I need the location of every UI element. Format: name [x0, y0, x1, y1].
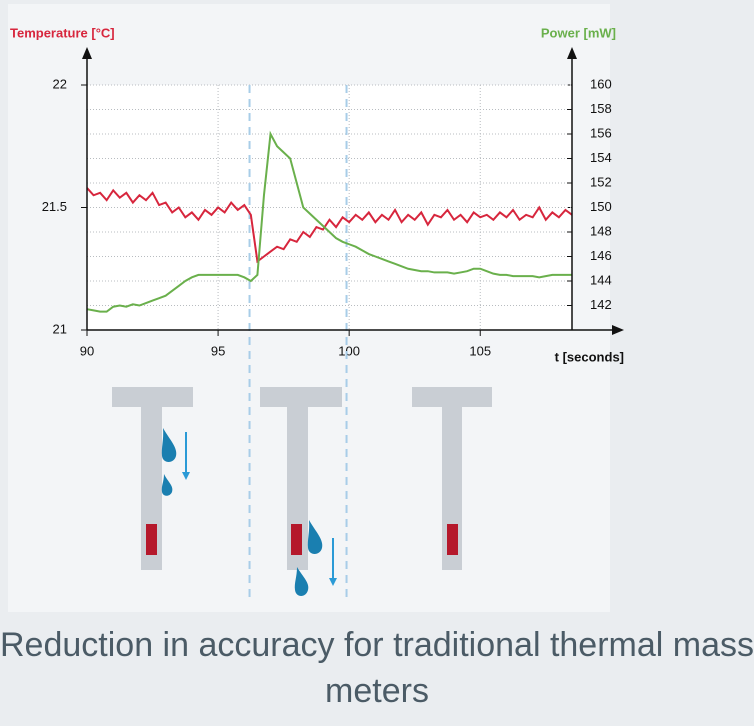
y-tick-label: 22 [53, 76, 67, 91]
x-tick-label: 105 [469, 343, 491, 358]
y2-tick-label: 158 [590, 101, 612, 116]
chart: Temperature [°C] Power [mW] t [seconds] … [0, 0, 754, 726]
y-tick-label: 21 [53, 321, 67, 336]
y2-tick-label: 156 [590, 125, 612, 140]
x-axis-label: t [seconds] [555, 349, 624, 364]
y-axis-label: Temperature [°C] [10, 25, 115, 40]
y2-axis-label: Power [mW] [541, 25, 616, 40]
y2-tick-label: 160 [590, 76, 612, 91]
y2-tick-label: 152 [590, 174, 612, 189]
x-tick-label: 90 [80, 343, 94, 358]
caption: Reduction in accuracy for traditional th… [0, 622, 754, 714]
y-tick-label: 21.5 [42, 199, 67, 214]
x-axis-arrow [612, 325, 624, 335]
y2-tick-label: 142 [590, 297, 612, 312]
x-tick-label: 95 [211, 343, 225, 358]
y2-tick-label: 144 [590, 272, 612, 287]
page: {"chart_data": {"type": "line", "ylabel"… [0, 0, 754, 726]
x-tick-label: 100 [338, 343, 360, 358]
y2-tick-label: 146 [590, 248, 612, 263]
y2-tick-label: 150 [590, 199, 612, 214]
y2-tick-label: 154 [590, 150, 612, 165]
y2-tick-label: 148 [590, 223, 612, 238]
